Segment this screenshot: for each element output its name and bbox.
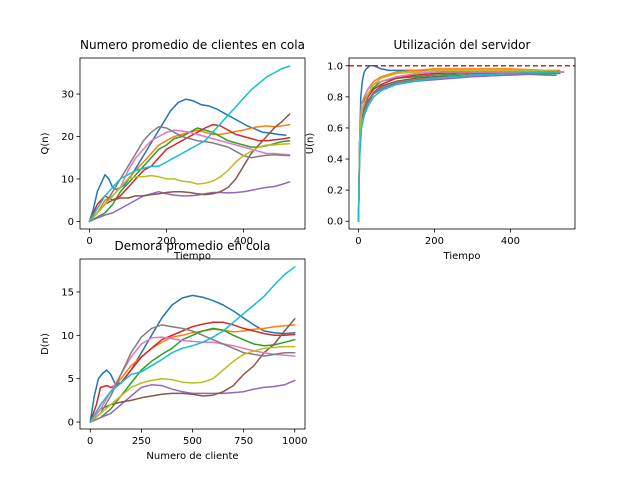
util-y-tick-label: 0.8	[327, 92, 343, 103]
queue-series-line-5	[88, 181, 291, 223]
queue-series-line-7	[88, 129, 291, 223]
delay-y-tick-label: 5	[68, 374, 74, 385]
util-series-line-7	[357, 71, 565, 222]
queue-series-line-3	[88, 127, 291, 223]
queue-delay-chart: 0 250 500 750 1000 0 5 10 15 Demora promedio en c…	[40, 239, 307, 462]
util-series-line-3	[357, 72, 557, 222]
util-y-tick-label: 1.0	[327, 61, 343, 72]
queue-x-tick-label: 0	[86, 236, 92, 247]
delay-x-tick-label: 1000	[282, 436, 307, 447]
util-x-tick-label: 0	[355, 236, 361, 247]
util-x-tick-label: 200	[425, 236, 444, 247]
queue-y-tick-label: 0	[68, 217, 74, 228]
delay-series-line-6	[89, 318, 296, 423]
queue-series-line-8	[88, 125, 291, 223]
queue-x-axis-label: Tiempo	[173, 251, 211, 262]
queue-chart-title: Numero promedio de clientes en cola	[80, 38, 305, 52]
queue-series-line-9	[88, 142, 291, 223]
queue-series-line-4	[88, 123, 291, 223]
delay-series-line-2	[89, 324, 296, 423]
delay-x-tick-label: 0	[87, 436, 93, 447]
delay-series-line-3	[89, 327, 296, 423]
queue-length-chart: 0 200 400 0 10 20 30 Numero promedio de cliente…	[40, 38, 306, 262]
delay-y-tick-label: 0	[68, 418, 74, 429]
delay-y-tick-label: 15	[61, 287, 74, 298]
delay-chart-title: Demora promedio en cola	[115, 239, 271, 253]
queue-plot-area	[79, 57, 306, 230]
util-y-tick-label: 0.0	[327, 217, 343, 228]
util-series-line-6	[357, 71, 565, 222]
delay-series-line-9	[89, 345, 296, 423]
queue-series-line-10	[88, 65, 291, 223]
queue-y-tick-label: 10	[61, 174, 74, 185]
util-x-tick-label: 400	[501, 236, 520, 247]
util-series-line-8	[357, 71, 557, 222]
util-y-axis-label: U(n)	[305, 133, 316, 155]
delay-y-tick-label: 10	[61, 331, 74, 342]
delay-series-line-10	[89, 266, 296, 423]
util-chart-title: Utilización del servidor	[394, 38, 531, 52]
util-series-line-1	[357, 65, 550, 222]
delay-series-line-8	[89, 324, 296, 423]
queue-y-tick-label: 30	[61, 90, 74, 101]
queue-x-tick-label: 200	[157, 236, 176, 247]
delay-series-line-4	[89, 321, 296, 423]
delay-x-axis-label: Numero de cliente	[146, 451, 238, 462]
util-plot-area	[348, 57, 576, 230]
queue-x-tick-label: 400	[234, 236, 253, 247]
delay-series-line-1	[89, 294, 296, 423]
delay-y-axis-label: D(n)	[40, 333, 51, 355]
delay-x-tick-label: 750	[234, 436, 253, 447]
util-series-line-4	[357, 71, 557, 222]
queue-series-line-1	[88, 98, 287, 223]
util-y-tick-label: 0.4	[327, 155, 343, 166]
util-series-line-10	[357, 71, 561, 222]
util-series-line-5	[357, 72, 561, 222]
delay-x-tick-label: 250	[132, 436, 151, 447]
util-y-tick-label: 0.2	[327, 186, 343, 197]
util-series-line-2	[357, 68, 561, 222]
util-y-tick-label: 0.6	[327, 123, 343, 134]
util-x-axis-label: Tiempo	[443, 251, 481, 262]
delay-series-line-5	[89, 379, 296, 423]
server-utilization-chart: 0 200 400 0.0 0.2 0.4 0.6 0.8 1.0 Utilización del…	[305, 38, 576, 262]
queue-y-axis-label: Q(n)	[40, 132, 51, 154]
delay-x-tick-label: 500	[183, 436, 202, 447]
queue-series-line-6	[88, 113, 291, 223]
util-series-line-9	[357, 69, 557, 222]
queue-y-tick-label: 20	[61, 132, 74, 143]
